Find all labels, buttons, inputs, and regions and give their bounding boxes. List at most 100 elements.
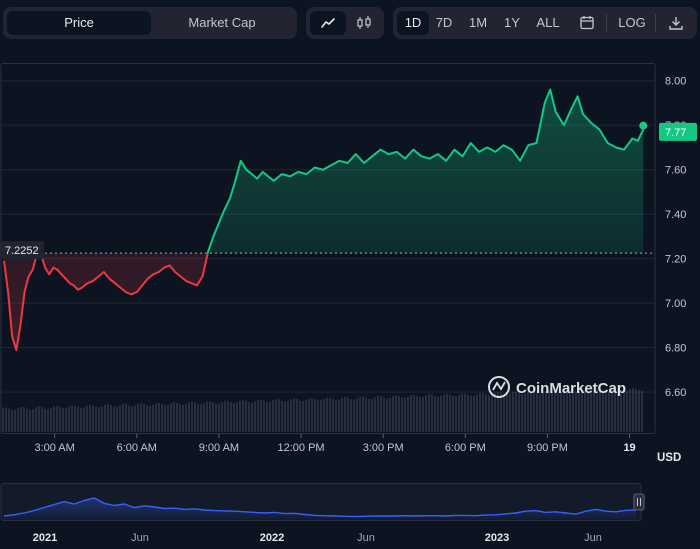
toolbar-divider [606,14,607,32]
x-axis: 3:00 AM 6:00 AM 9:00 AM 12:00 PM 3:00 PM 6:00… [34,434,636,454]
volume-bar [383,397,385,432]
price-chart[interactable]: CoinMarketCap 6.60 6.80 7.00 7.20 7.40 7.60 7.… [0,0,700,472]
y-tick-label: 7.40 [665,209,686,221]
range-7d[interactable]: 7D [435,15,453,30]
volume-bar [221,402,223,432]
volume-bar [563,390,565,432]
volume-bar [104,404,106,432]
reference-price-badge: 7.2252 [0,241,44,260]
range-1d[interactable]: 1D [397,11,429,35]
volume-bar [536,392,538,432]
volume-bar [605,391,607,432]
line-chart-icon[interactable] [310,11,346,35]
volume-bar [476,393,478,432]
navigator-line [3,497,637,518]
range-1m[interactable]: 1M [468,15,488,30]
volume-bar [236,402,238,432]
volume-bar [599,388,601,432]
volume-bar [464,393,466,432]
volume-bar [23,407,25,432]
volume-bar [329,397,331,432]
x-tick-label: 9:00 AM [199,442,239,454]
pause-handle-icon[interactable] [633,493,645,511]
y-tick-label: 8.00 [665,76,686,88]
volume-bar [161,403,163,432]
volume-bar [176,402,178,432]
volume-bar [623,391,625,432]
volume-bar [434,396,436,432]
volume-bar [50,407,52,432]
y-tick-label: 7.60 [665,165,686,177]
volume-bar [590,392,592,432]
volume-bar [302,401,304,432]
volume-bar [197,403,199,432]
volume-bar [152,404,154,432]
volume-bar [272,400,274,432]
volume-bar [11,409,13,432]
volume-bar [260,399,262,432]
volume-bar [116,406,118,432]
volume-bar [206,401,208,432]
volume-bar [503,394,505,432]
download-icon[interactable] [661,11,691,35]
volume-bar [191,401,193,432]
volume-bar [149,405,151,432]
volume-bar [509,393,511,432]
volume-bar [8,408,10,432]
volume-bar [209,401,211,432]
volume-bar [461,393,463,432]
volume-bar [416,396,418,432]
volume-bar [446,393,448,432]
range-all[interactable]: ALL [536,15,560,30]
current-price-badge: 7.77 [659,122,697,141]
volume-bar [212,402,214,432]
candlestick-icon[interactable] [346,11,382,35]
log-toggle[interactable]: LOG [618,15,646,30]
volume-bar [350,399,352,432]
volume-bar [356,398,358,432]
volume-bar [374,397,376,432]
volume-bar [362,396,364,432]
volume-bar [587,391,589,432]
volume-bar [470,395,472,432]
volume-bar [296,399,298,432]
volume-bar [440,396,442,432]
volume-bar [185,404,187,432]
price-line-above [206,88,645,254]
volume-bar [20,407,22,432]
range-toolbar: 1D 7D 1M 1Y ALL LOG [393,7,697,39]
volume-bar [326,397,328,432]
volume-bar [140,403,142,432]
range-1y[interactable]: 1Y [504,15,520,30]
volume-bar [188,402,190,432]
volume-bar [578,390,580,432]
volume-bar [581,389,583,432]
volume-bar [182,404,184,432]
volume-bar [368,398,370,432]
volume-bar [266,402,268,432]
volume-bar [254,401,256,432]
volume-bar [557,393,559,432]
time-navigator[interactable]: 2021 Jun 2022 Jun 2023 Jun [0,483,700,549]
area-below-reference [4,253,644,350]
volume-bar [494,392,496,432]
area-above-reference [207,89,644,254]
volume-bar [242,399,244,432]
volume-bar [593,391,595,432]
metric-toggle: Price Market Cap [3,7,297,39]
volume-bar [62,408,64,432]
tab-price[interactable]: Price [7,11,151,35]
volume-bar [479,392,481,432]
volume-bar [455,396,457,432]
volume-bar [218,403,220,432]
volume-bar [224,400,226,432]
volume-bar [65,408,67,432]
current-price-label: 7.77 [665,127,686,139]
x-tick-label: 19 [623,442,635,454]
volume-bar [389,397,391,432]
calendar-icon[interactable] [573,11,601,35]
volume-bar [584,389,586,432]
navigator-label: 2021 [33,532,57,544]
volume-bar [596,389,598,432]
tab-market-cap[interactable]: Market Cap [188,15,256,30]
